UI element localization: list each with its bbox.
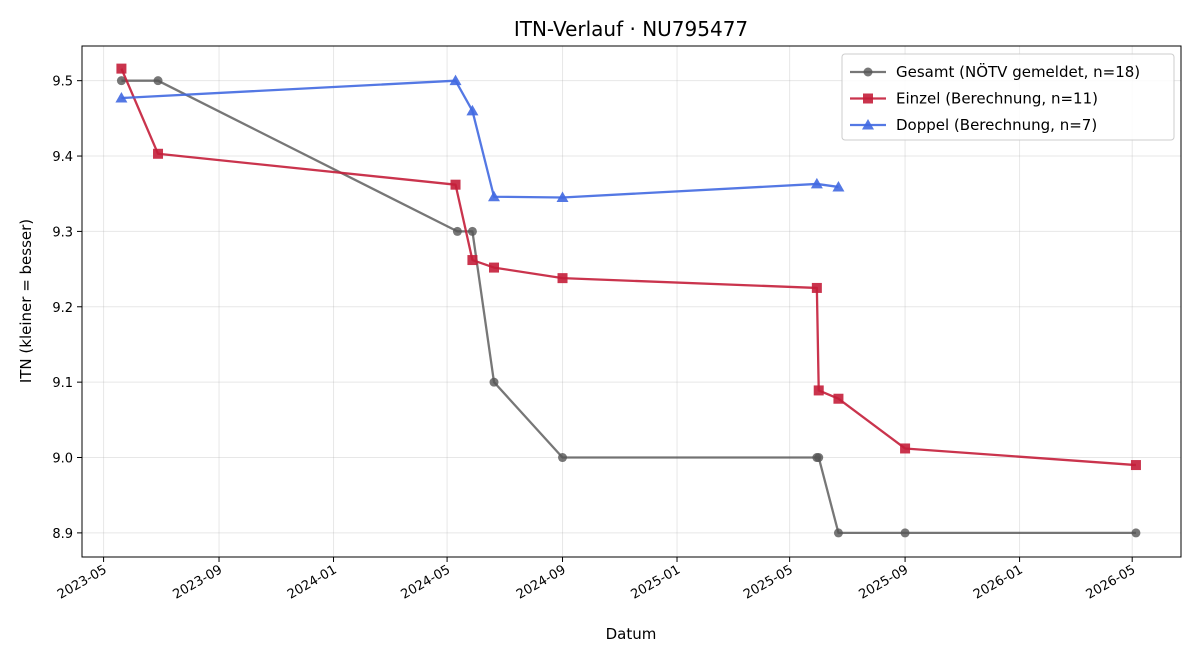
data-point	[832, 180, 845, 192]
data-point	[558, 453, 568, 463]
data-point	[452, 226, 462, 236]
data-point	[116, 63, 127, 74]
data-point	[813, 385, 824, 396]
legend-label: Einzel (Berechnung, n=11)	[896, 90, 1098, 108]
legend-box	[841, 53, 1175, 141]
data-point	[811, 282, 822, 293]
data-point	[810, 177, 823, 189]
series-triangle	[115, 74, 845, 202]
data-point	[900, 528, 910, 538]
series-line	[121, 79, 839, 199]
data-point	[489, 377, 499, 387]
x-tick-label: 2023-05	[55, 562, 110, 602]
y-tick-label: 8.9	[52, 527, 73, 542]
y-tick-label: 9.3	[52, 225, 73, 240]
data-point	[153, 76, 163, 86]
data-point	[833, 393, 844, 404]
grid-layer	[82, 46, 1181, 557]
x-tick-label: 2025-01	[628, 562, 683, 602]
y-tick-label: 9.1	[52, 376, 73, 391]
legend-label: Gesamt (NÖTV gemeldet, n=18)	[896, 62, 1140, 81]
data-point	[153, 148, 164, 159]
x-tick-label: 2026-01	[971, 562, 1026, 602]
data-point	[467, 226, 477, 236]
x-tick-label: 2026-05	[1084, 562, 1139, 602]
data-point	[1130, 460, 1141, 471]
series-circle	[116, 76, 1141, 538]
x-tick-label: 2024-01	[285, 562, 340, 602]
y-axis-label: ITN (kleiner = besser)	[17, 219, 35, 383]
legend-marker	[863, 93, 873, 104]
axis-layer: 2023-05 2023-09 2024-01 2024-05 2024-09 2025-…	[52, 75, 1138, 603]
data-point	[449, 74, 462, 86]
legend-marker	[863, 67, 873, 77]
data-point	[467, 255, 478, 266]
data-point	[557, 273, 568, 284]
data-point	[900, 443, 911, 454]
y-tick-label: 9.4	[52, 150, 73, 165]
data-point	[450, 179, 461, 190]
x-tick-label: 2025-09	[857, 562, 912, 602]
legend-label: Doppel (Berechnung, n=7)	[896, 116, 1097, 134]
data-point	[833, 528, 843, 538]
data-point	[488, 190, 501, 202]
x-axis-label: Datum	[606, 625, 657, 643]
legend-marker	[862, 119, 874, 130]
data-point	[556, 191, 569, 202]
x-tick-label: 2024-05	[399, 562, 454, 602]
data-point	[814, 453, 824, 463]
series-square	[116, 63, 1141, 471]
plot-frame	[81, 45, 1182, 558]
y-tick-label: 9.2	[52, 301, 73, 316]
series-layer	[115, 63, 1141, 538]
data-point	[115, 92, 128, 103]
x-tick-label: 2023-09	[170, 562, 225, 602]
data-point	[489, 262, 500, 273]
y-tick-label: 9.0	[52, 452, 73, 467]
legend: Gesamt (NÖTV gemeldet, n=18) Einzel (Bere…	[841, 53, 1175, 141]
data-point	[466, 104, 479, 116]
y-tick-label: 9.5	[52, 75, 73, 90]
data-point	[116, 76, 126, 86]
x-tick-label: 2025-05	[741, 562, 796, 602]
chart-title: ITN-Verlauf · NU795477	[514, 17, 748, 41]
x-tick-label: 2024-09	[514, 562, 569, 602]
data-point	[1131, 528, 1141, 538]
